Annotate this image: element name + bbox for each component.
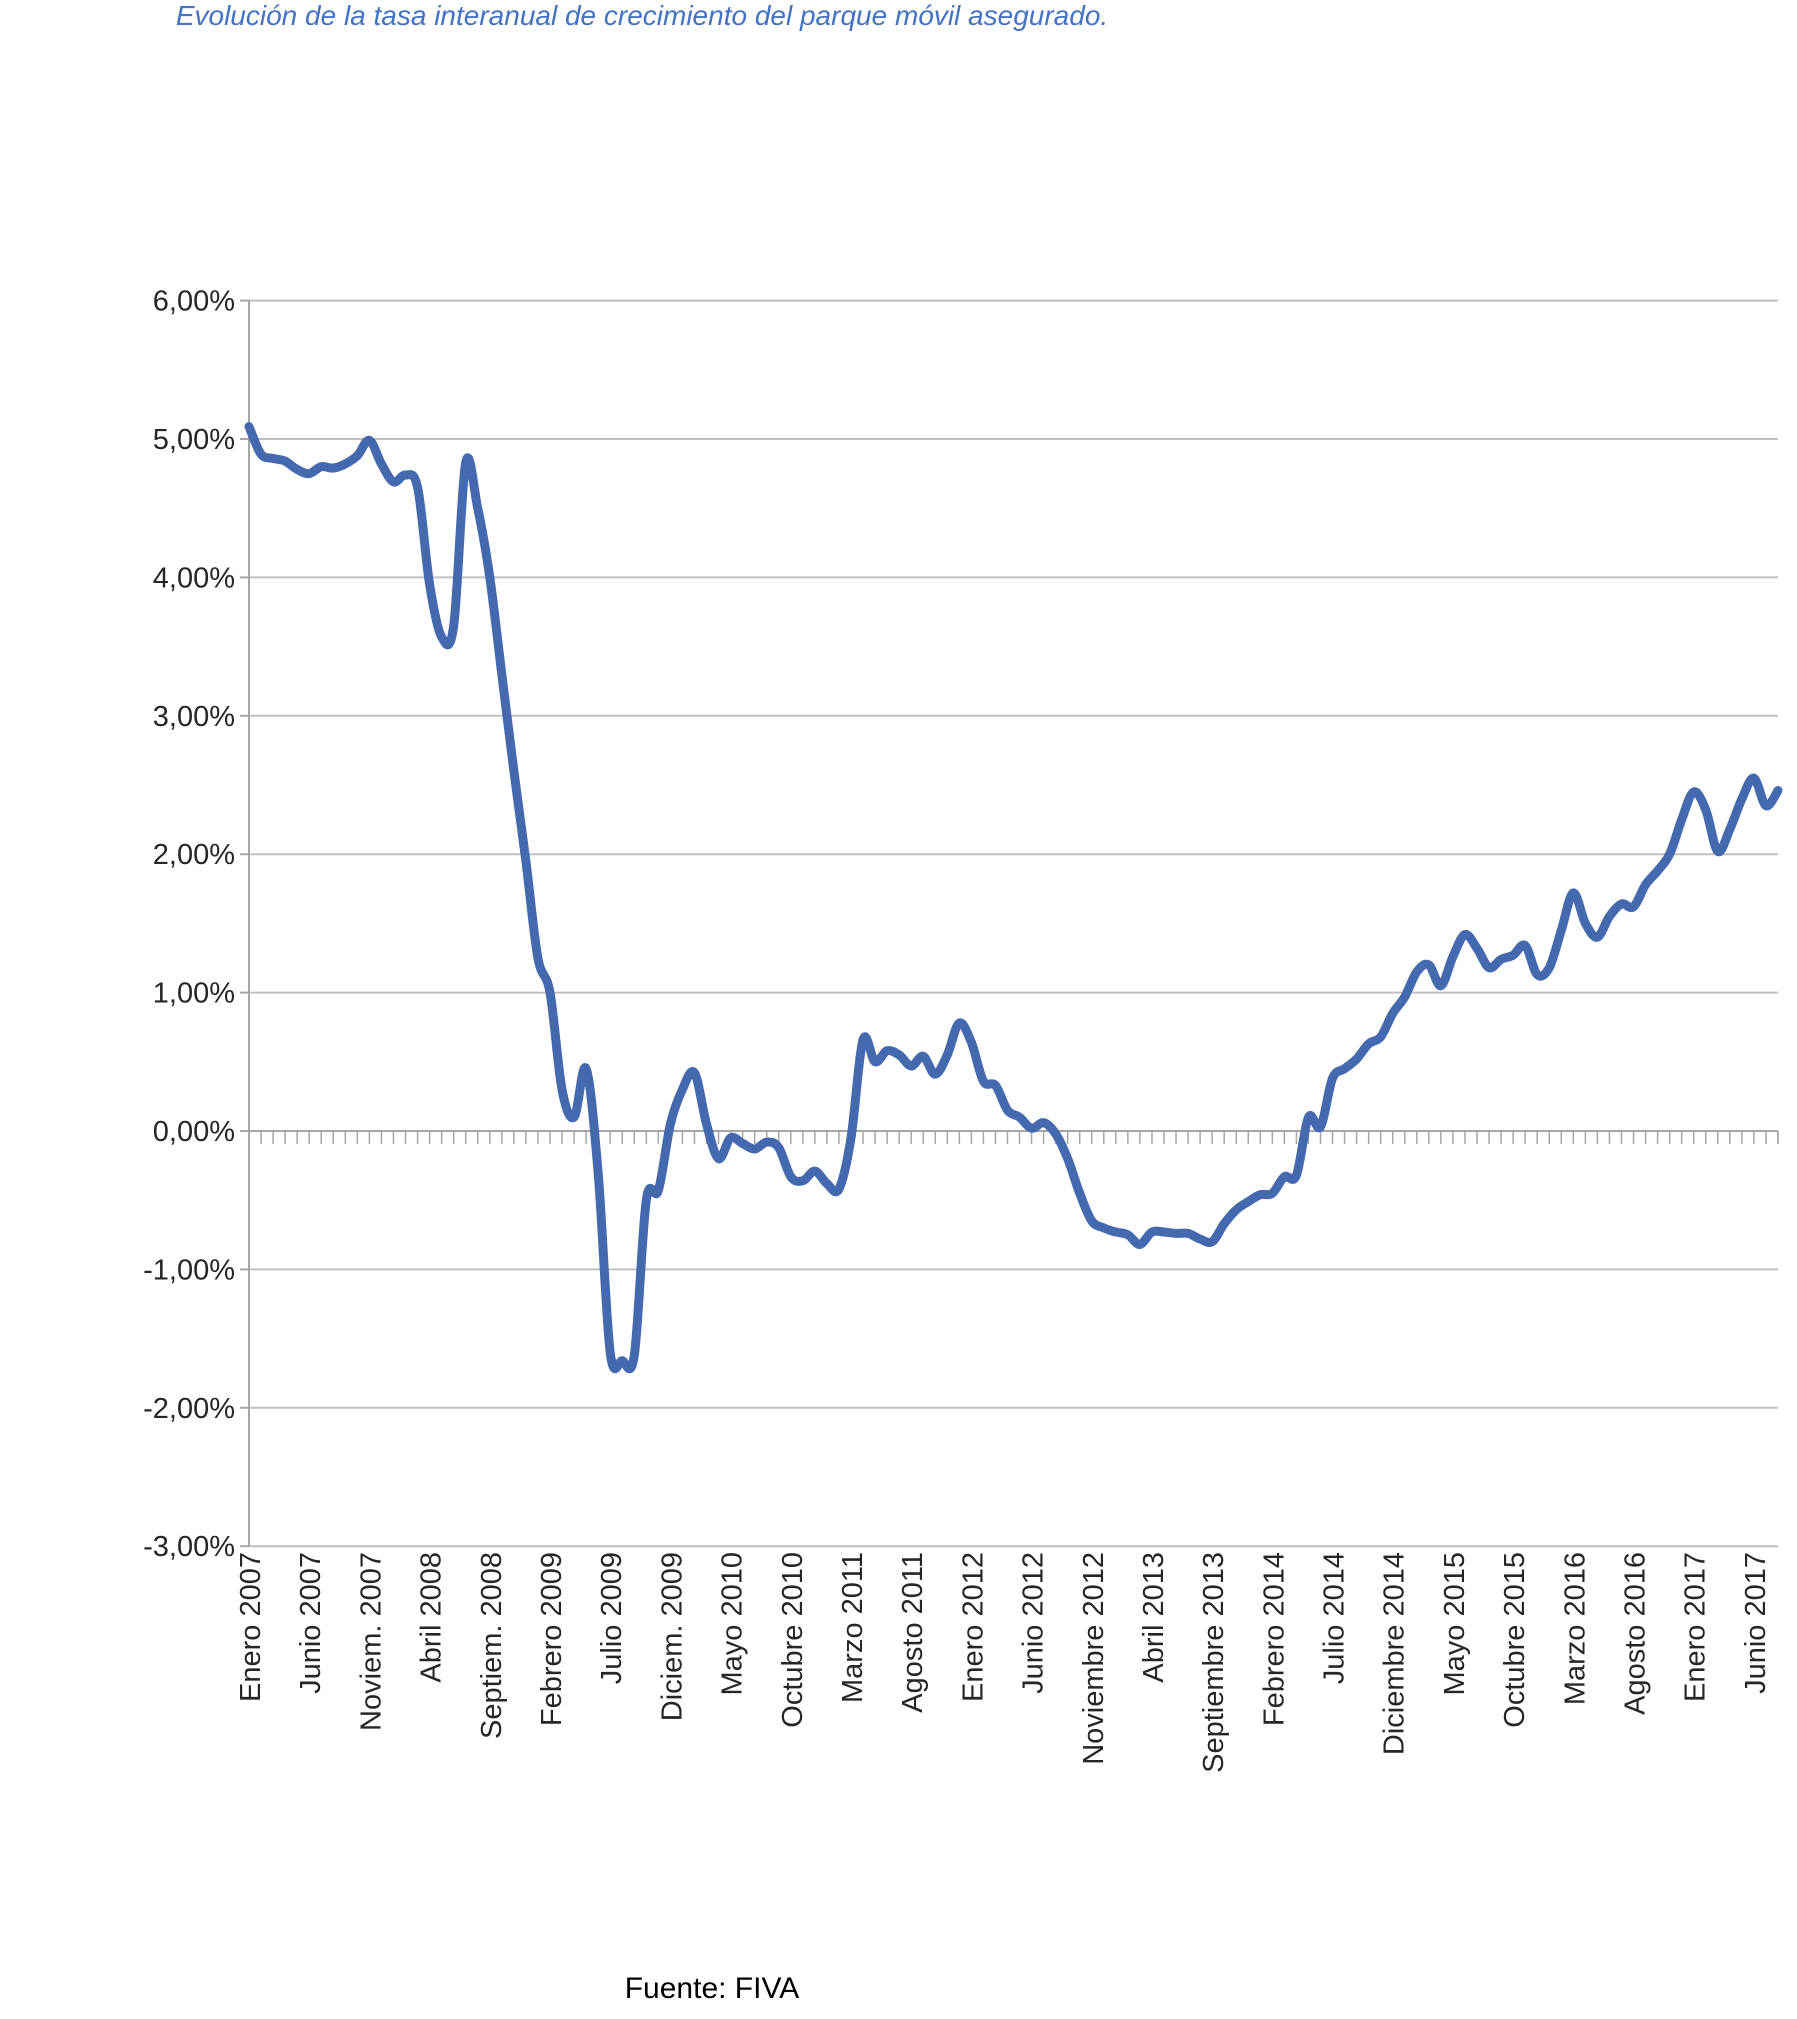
y-axis-label: -1,00%	[143, 1254, 235, 1286]
x-axis-label: Marzo 2011	[837, 1552, 869, 1703]
x-axis-label: Junio 2007	[295, 1552, 327, 1694]
x-axis-label: Junio 2012	[1018, 1552, 1050, 1694]
x-axis-label: Septiembre 2013	[1198, 1552, 1230, 1773]
x-axis-label: Enero 2007	[235, 1552, 267, 1702]
x-axis-label: Febrero 2014	[1258, 1552, 1290, 1726]
x-axis-label: Junio 2017	[1740, 1552, 1772, 1694]
x-axis-label: Enero 2017	[1680, 1552, 1712, 1702]
x-axis-label: Agosto 2011	[897, 1552, 929, 1713]
chart-title: Evolución de la tasa interanual de creci…	[175, 0, 1109, 31]
y-axis-label: 4,00%	[153, 562, 235, 594]
x-axis-label: Enero 2012	[957, 1552, 989, 1702]
x-axis-label: Abril 2008	[416, 1552, 448, 1683]
x-axis-label: Julio 2014	[1319, 1552, 1351, 1684]
y-axis-label: 6,00%	[153, 286, 235, 318]
x-axis-label: Marzo 2016	[1559, 1552, 1591, 1705]
source-note: Fuente: FIVA	[624, 1972, 800, 2005]
y-axis-label: 0,00%	[153, 1116, 235, 1148]
x-axis-label: Mayo 2010	[717, 1552, 749, 1696]
x-axis-label: Julio 2009	[596, 1552, 628, 1684]
y-axis-label: -2,00%	[143, 1393, 235, 1425]
x-axis-label: Mayo 2015	[1439, 1552, 1471, 1696]
x-axis-label: Noviembre 2012	[1078, 1552, 1110, 1765]
x-axis-label: Septiem. 2008	[476, 1552, 508, 1739]
x-axis-label: Octubre 2010	[777, 1552, 809, 1728]
x-axis-label: Febrero 2009	[536, 1552, 568, 1726]
y-axis-label: 3,00%	[153, 701, 235, 733]
x-axis-label: Noviem. 2007	[355, 1552, 387, 1731]
y-axis-label: -3,00%	[143, 1531, 235, 1563]
x-axis-label: Abril 2013	[1138, 1552, 1170, 1683]
x-axis-label: Agosto 2016	[1620, 1552, 1652, 1715]
data-series-line	[244, 422, 1783, 1374]
x-axis-label: Diciembre 2014	[1379, 1552, 1411, 1755]
x-axis-label: Octubre 2015	[1499, 1552, 1531, 1728]
y-axis-label: 5,00%	[153, 424, 235, 456]
x-axis-label: Diciem. 2009	[656, 1552, 688, 1721]
y-axis-label: 1,00%	[153, 978, 235, 1010]
y-axis-label: 2,00%	[153, 839, 235, 871]
